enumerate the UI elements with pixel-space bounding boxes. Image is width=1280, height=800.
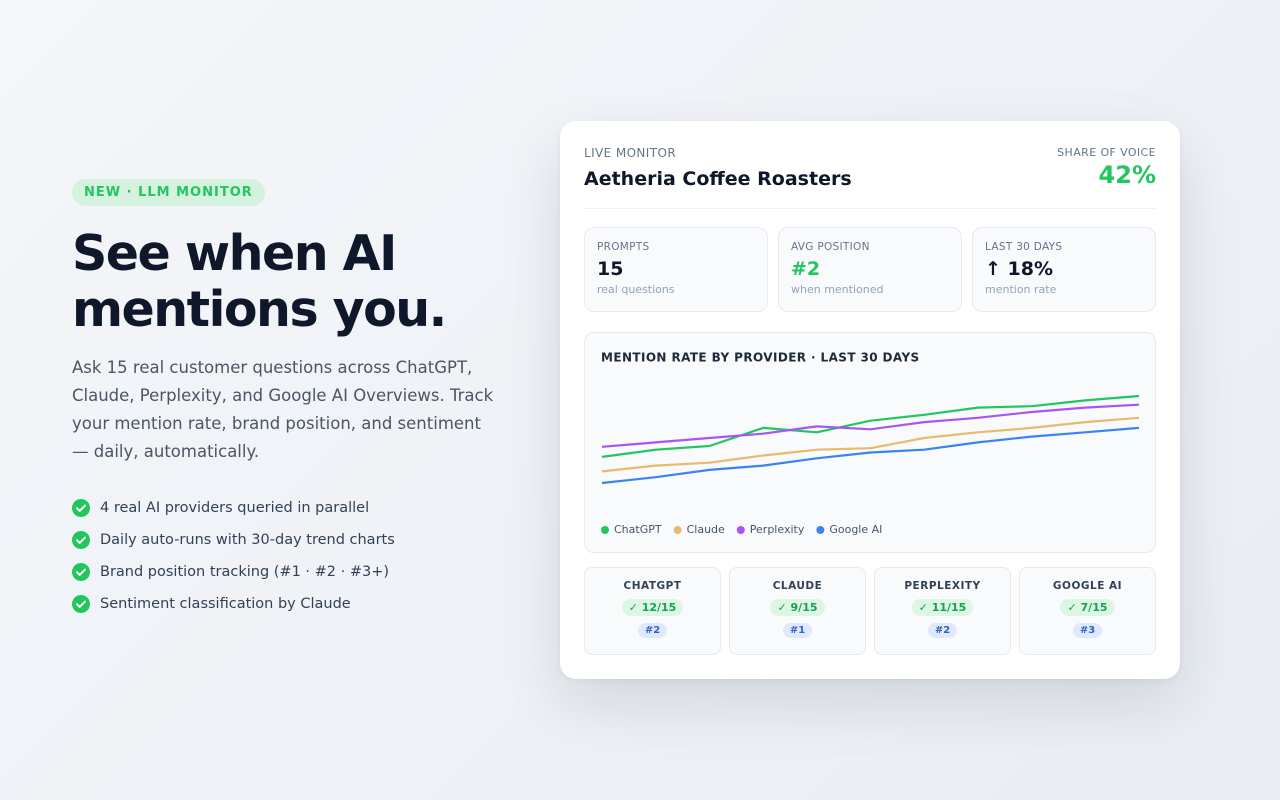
series-line: [601, 403, 1140, 448]
feature-list: 4 real AI providers queried in parallel D…: [72, 492, 395, 620]
badge: NEW · LLM MONITOR: [72, 179, 265, 206]
legend-label: Claude: [687, 523, 725, 536]
stat-note: when mentioned: [791, 283, 884, 296]
card-title: Aetheria Coffee Roasters: [584, 168, 852, 190]
provider-name: CLAUDE: [772, 580, 823, 592]
stat-card: AVG POSITION #2 when mentioned: [778, 227, 962, 312]
provider-name: CHATGPT: [623, 580, 682, 592]
stat-label: LAST 30 DAYS: [985, 241, 1063, 253]
legend-label: ChatGPT: [614, 523, 662, 536]
provider-card: CLAUDE ✓ 9/15 #1: [729, 567, 866, 655]
stat-value: #2: [791, 258, 821, 280]
feature-text: 4 real AI providers queried in parallel: [100, 500, 370, 516]
stat-value: ↑ 18%: [985, 258, 1054, 280]
provider-card: PERPLEXITY ✓ 11/15 #2: [874, 567, 1011, 655]
card-eyebrow: LIVE MONITOR: [584, 146, 677, 160]
description: Ask 15 real customer questions across Ch…: [72, 358, 494, 461]
series-line: [601, 394, 1140, 458]
feature-text: Brand position tracking (#1 · #2 · #3+): [100, 564, 390, 580]
check-icon: [72, 499, 90, 517]
provider-position: #2: [927, 623, 958, 638]
feature-item: 4 real AI providers queried in parallel: [72, 492, 395, 524]
provider-card: CHATGPT ✓ 12/15 #2: [584, 567, 721, 655]
feature-text: Sentiment classification by Claude: [100, 596, 351, 612]
monitor-card: LIVE MONITOR Aetheria Coffee Roasters SH…: [560, 121, 1180, 679]
chart-panel: MENTION RATE BY PROVIDER · LAST 30 DAYS …: [584, 332, 1156, 553]
headline: See when AI mentions you.: [72, 225, 447, 338]
check-icon: [72, 563, 90, 581]
share-value: 42%: [1098, 161, 1156, 189]
stat-card: PROMPTS 15 real questions: [584, 227, 768, 312]
provider-name: GOOGLE AI: [1052, 580, 1123, 592]
series-line: [601, 416, 1140, 473]
feature-item: Brand position tracking (#1 · #2 · #3+): [72, 556, 395, 588]
legend-dot: [736, 526, 745, 534]
provider-mentions: ✓ 7/15: [1060, 599, 1115, 616]
legend-dot: [673, 526, 682, 534]
check-icon: [72, 531, 90, 549]
check-icon: [72, 595, 90, 613]
feature-text: Daily auto-runs with 30-day trend charts: [100, 532, 395, 548]
chart: MENTION RATE BY PROVIDER · LAST 30 DAYS …: [601, 351, 1140, 536]
legend-label: Google AI: [829, 523, 882, 536]
provider-card: GOOGLE AI ✓ 7/15 #3: [1019, 567, 1156, 655]
share-label: SHARE OF VOICE: [1057, 146, 1156, 159]
legend-label: Perplexity: [750, 523, 805, 536]
provider-mentions: ✓ 9/15: [770, 599, 825, 616]
provider-mentions: ✓ 12/15: [621, 599, 684, 616]
provider-name: PERPLEXITY: [904, 580, 981, 592]
stat-note: mention rate: [985, 283, 1057, 296]
stat-label: PROMPTS: [597, 241, 650, 253]
chart-title: MENTION RATE BY PROVIDER · LAST 30 DAYS: [601, 351, 920, 365]
provider-mentions: ✓ 11/15: [911, 599, 974, 616]
feature-item: Sentiment classification by Claude: [72, 588, 395, 620]
legend-dot: [601, 526, 609, 534]
provider-position: #3: [1072, 623, 1103, 638]
provider-position: #1: [782, 623, 813, 638]
series-line: [601, 426, 1140, 485]
provider-position: #2: [637, 623, 668, 638]
stat-note: real questions: [597, 283, 675, 296]
stat-label: AVG POSITION: [791, 241, 870, 253]
legend-dot: [816, 526, 825, 534]
feature-item: Daily auto-runs with 30-day trend charts: [72, 524, 395, 556]
stat-value: 15: [597, 258, 624, 280]
stat-card: LAST 30 DAYS ↑ 18% mention rate: [972, 227, 1156, 312]
divider: [584, 208, 1156, 209]
